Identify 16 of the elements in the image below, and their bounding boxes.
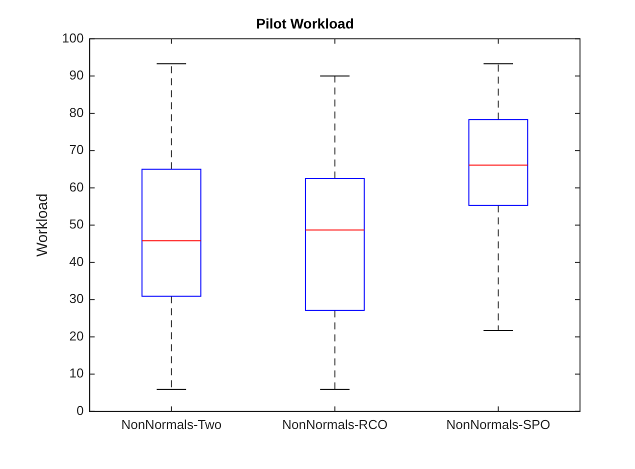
y-tick-label: 60 [69,179,84,194]
x-tick-label: NonNormals-Two [121,416,222,432]
x-tick-label: NonNormals-SPO [446,416,550,432]
y-tick-label: 50 [69,216,84,232]
y-tick-label: 0 [76,402,84,418]
y-tick-label: 10 [69,366,84,381]
y-tick-label: 80 [69,104,84,120]
y-tick-label: 90 [69,68,84,83]
y-axis-title: Workload [34,194,52,257]
y-tick-label: 70 [69,142,84,158]
y-tick-label: 40 [69,254,84,269]
x-tick-label: NonNormals-RCO [282,416,388,432]
y-tick-label: 30 [69,291,84,306]
y-tick-label: 100 [62,30,84,46]
chart-title: Pilot Workload [256,15,354,32]
y-tick-label: 20 [69,328,84,344]
